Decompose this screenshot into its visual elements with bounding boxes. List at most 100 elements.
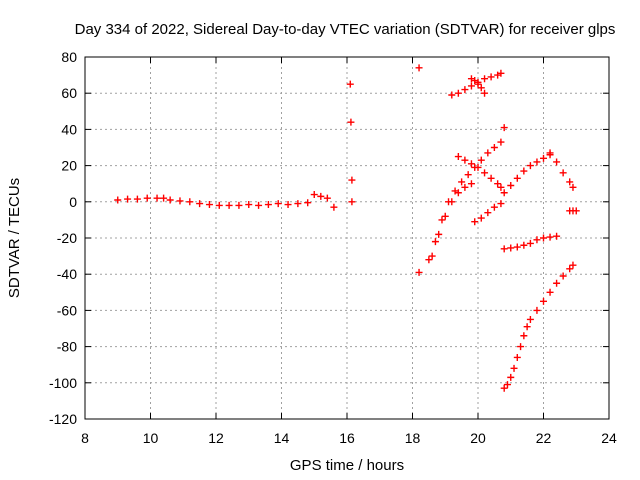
- data-point: [215, 201, 223, 209]
- series: [566, 207, 580, 215]
- y-tick-label: -100: [49, 375, 77, 391]
- data-point: [533, 236, 541, 244]
- grid-layer: [85, 57, 609, 419]
- data-point: [114, 196, 122, 204]
- data-point: [513, 174, 521, 182]
- series: [428, 180, 475, 260]
- data-point: [471, 77, 479, 85]
- data-point: [540, 234, 547, 242]
- data-point: [235, 201, 243, 209]
- data-point: [348, 198, 356, 206]
- x-tick-label: 18: [405, 430, 421, 446]
- x-tick-label: 16: [339, 430, 355, 446]
- data-point: [448, 198, 456, 206]
- data-point: [225, 201, 233, 209]
- y-tick-label: 20: [61, 158, 77, 174]
- data-point: [431, 238, 439, 246]
- series: [500, 151, 554, 197]
- data-point: [464, 171, 472, 179]
- data-point: [497, 138, 505, 146]
- x-tick-label: 12: [208, 430, 224, 446]
- data-point: [461, 183, 469, 191]
- series: [471, 200, 505, 226]
- data-point: [526, 162, 534, 170]
- series: [425, 138, 505, 264]
- data-point: [454, 89, 462, 97]
- data-point: [487, 174, 495, 182]
- data-point: [566, 178, 574, 186]
- data-point: [497, 183, 505, 191]
- data-point: [348, 176, 356, 184]
- data-point: [415, 64, 423, 72]
- data-point: [330, 203, 338, 211]
- data-point: [526, 239, 534, 247]
- data-point: [540, 154, 547, 162]
- x-tick-label: 14: [274, 430, 290, 446]
- data-point: [481, 75, 489, 83]
- data-point: [500, 384, 508, 392]
- data-point: [520, 332, 528, 340]
- data-point: [454, 153, 462, 161]
- y-tick-label: -80: [57, 339, 77, 355]
- data-point: [310, 191, 318, 199]
- data-point: [572, 207, 580, 215]
- data-point: [448, 91, 456, 99]
- data-point: [503, 381, 511, 389]
- points-layer: [114, 64, 580, 392]
- data-point: [196, 200, 204, 208]
- data-point: [467, 82, 475, 90]
- series: [454, 153, 505, 191]
- data-point: [513, 243, 521, 251]
- data-point: [500, 245, 508, 253]
- data-point: [523, 323, 531, 331]
- data-point: [284, 201, 292, 209]
- data-point: [546, 288, 554, 296]
- data-point: [513, 353, 521, 361]
- data-point: [497, 69, 505, 77]
- series: [114, 191, 338, 211]
- data-point: [415, 268, 423, 276]
- data-point: [176, 197, 184, 205]
- x-tick-label: 8: [81, 430, 89, 446]
- series: [500, 232, 561, 253]
- data-point: [166, 196, 174, 204]
- x-tick-label: 20: [470, 430, 486, 446]
- data-point: [569, 183, 577, 191]
- data-point: [520, 241, 528, 249]
- data-point: [467, 180, 475, 188]
- data-point: [559, 272, 567, 280]
- data-point: [471, 218, 479, 226]
- plot-frame: [84, 56, 610, 420]
- data-point: [346, 80, 354, 88]
- series: [467, 75, 489, 97]
- data-point: [454, 189, 462, 197]
- data-point: [507, 182, 515, 190]
- data-point: [497, 200, 505, 208]
- data-point: [526, 315, 534, 323]
- data-point: [481, 169, 489, 177]
- data-point: [559, 169, 567, 177]
- data-point: [540, 297, 547, 305]
- y-tick-label: -60: [57, 302, 77, 318]
- x-tick-label: 22: [536, 430, 552, 446]
- data-point: [438, 216, 446, 224]
- data-point: [143, 194, 151, 202]
- data-point: [477, 214, 485, 222]
- data-point: [477, 156, 485, 164]
- data-point: [507, 373, 515, 381]
- y-tick-label: 80: [61, 49, 77, 65]
- data-point: [553, 279, 561, 287]
- data-point: [546, 233, 554, 241]
- data-point: [317, 192, 325, 200]
- data-point: [458, 178, 466, 186]
- data-point: [461, 86, 469, 94]
- y-tick-label: -40: [57, 266, 77, 282]
- x-tick-label: 24: [601, 430, 617, 446]
- data-point: [533, 158, 541, 166]
- data-point: [500, 124, 508, 132]
- data-point: [347, 118, 355, 126]
- data-point: [294, 200, 302, 208]
- series: [500, 261, 577, 392]
- ticks-layer: 8 10 12 14 16 18 20 22 24 -120 -100 -80 -60 -40 -20 0 20…: [49, 49, 617, 446]
